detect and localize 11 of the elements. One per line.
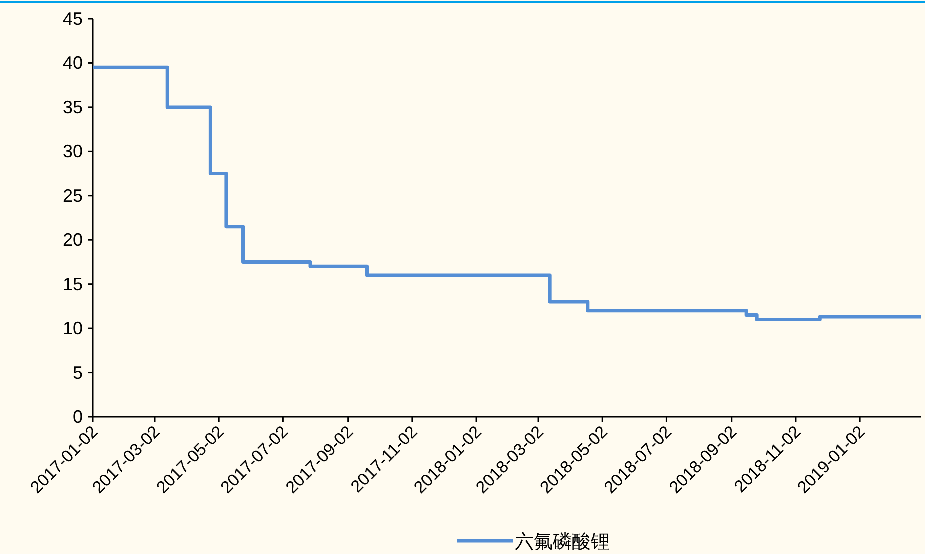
y-tick-label: 25 bbox=[62, 186, 83, 206]
y-tick-label: 45 bbox=[62, 9, 83, 29]
y-tick-label: 35 bbox=[62, 97, 83, 118]
y-tick-label: 30 bbox=[62, 142, 83, 162]
y-tick-label: 5 bbox=[72, 362, 83, 383]
y-tick-label: 0 bbox=[72, 407, 83, 427]
y-tick-label: 40 bbox=[62, 53, 83, 74]
y-tick-label: 15 bbox=[62, 274, 83, 294]
legend-label: 六氟磷酸锂 bbox=[515, 531, 610, 553]
y-tick-label: 10 bbox=[62, 318, 83, 339]
y-tick-label: 20 bbox=[62, 230, 83, 250]
